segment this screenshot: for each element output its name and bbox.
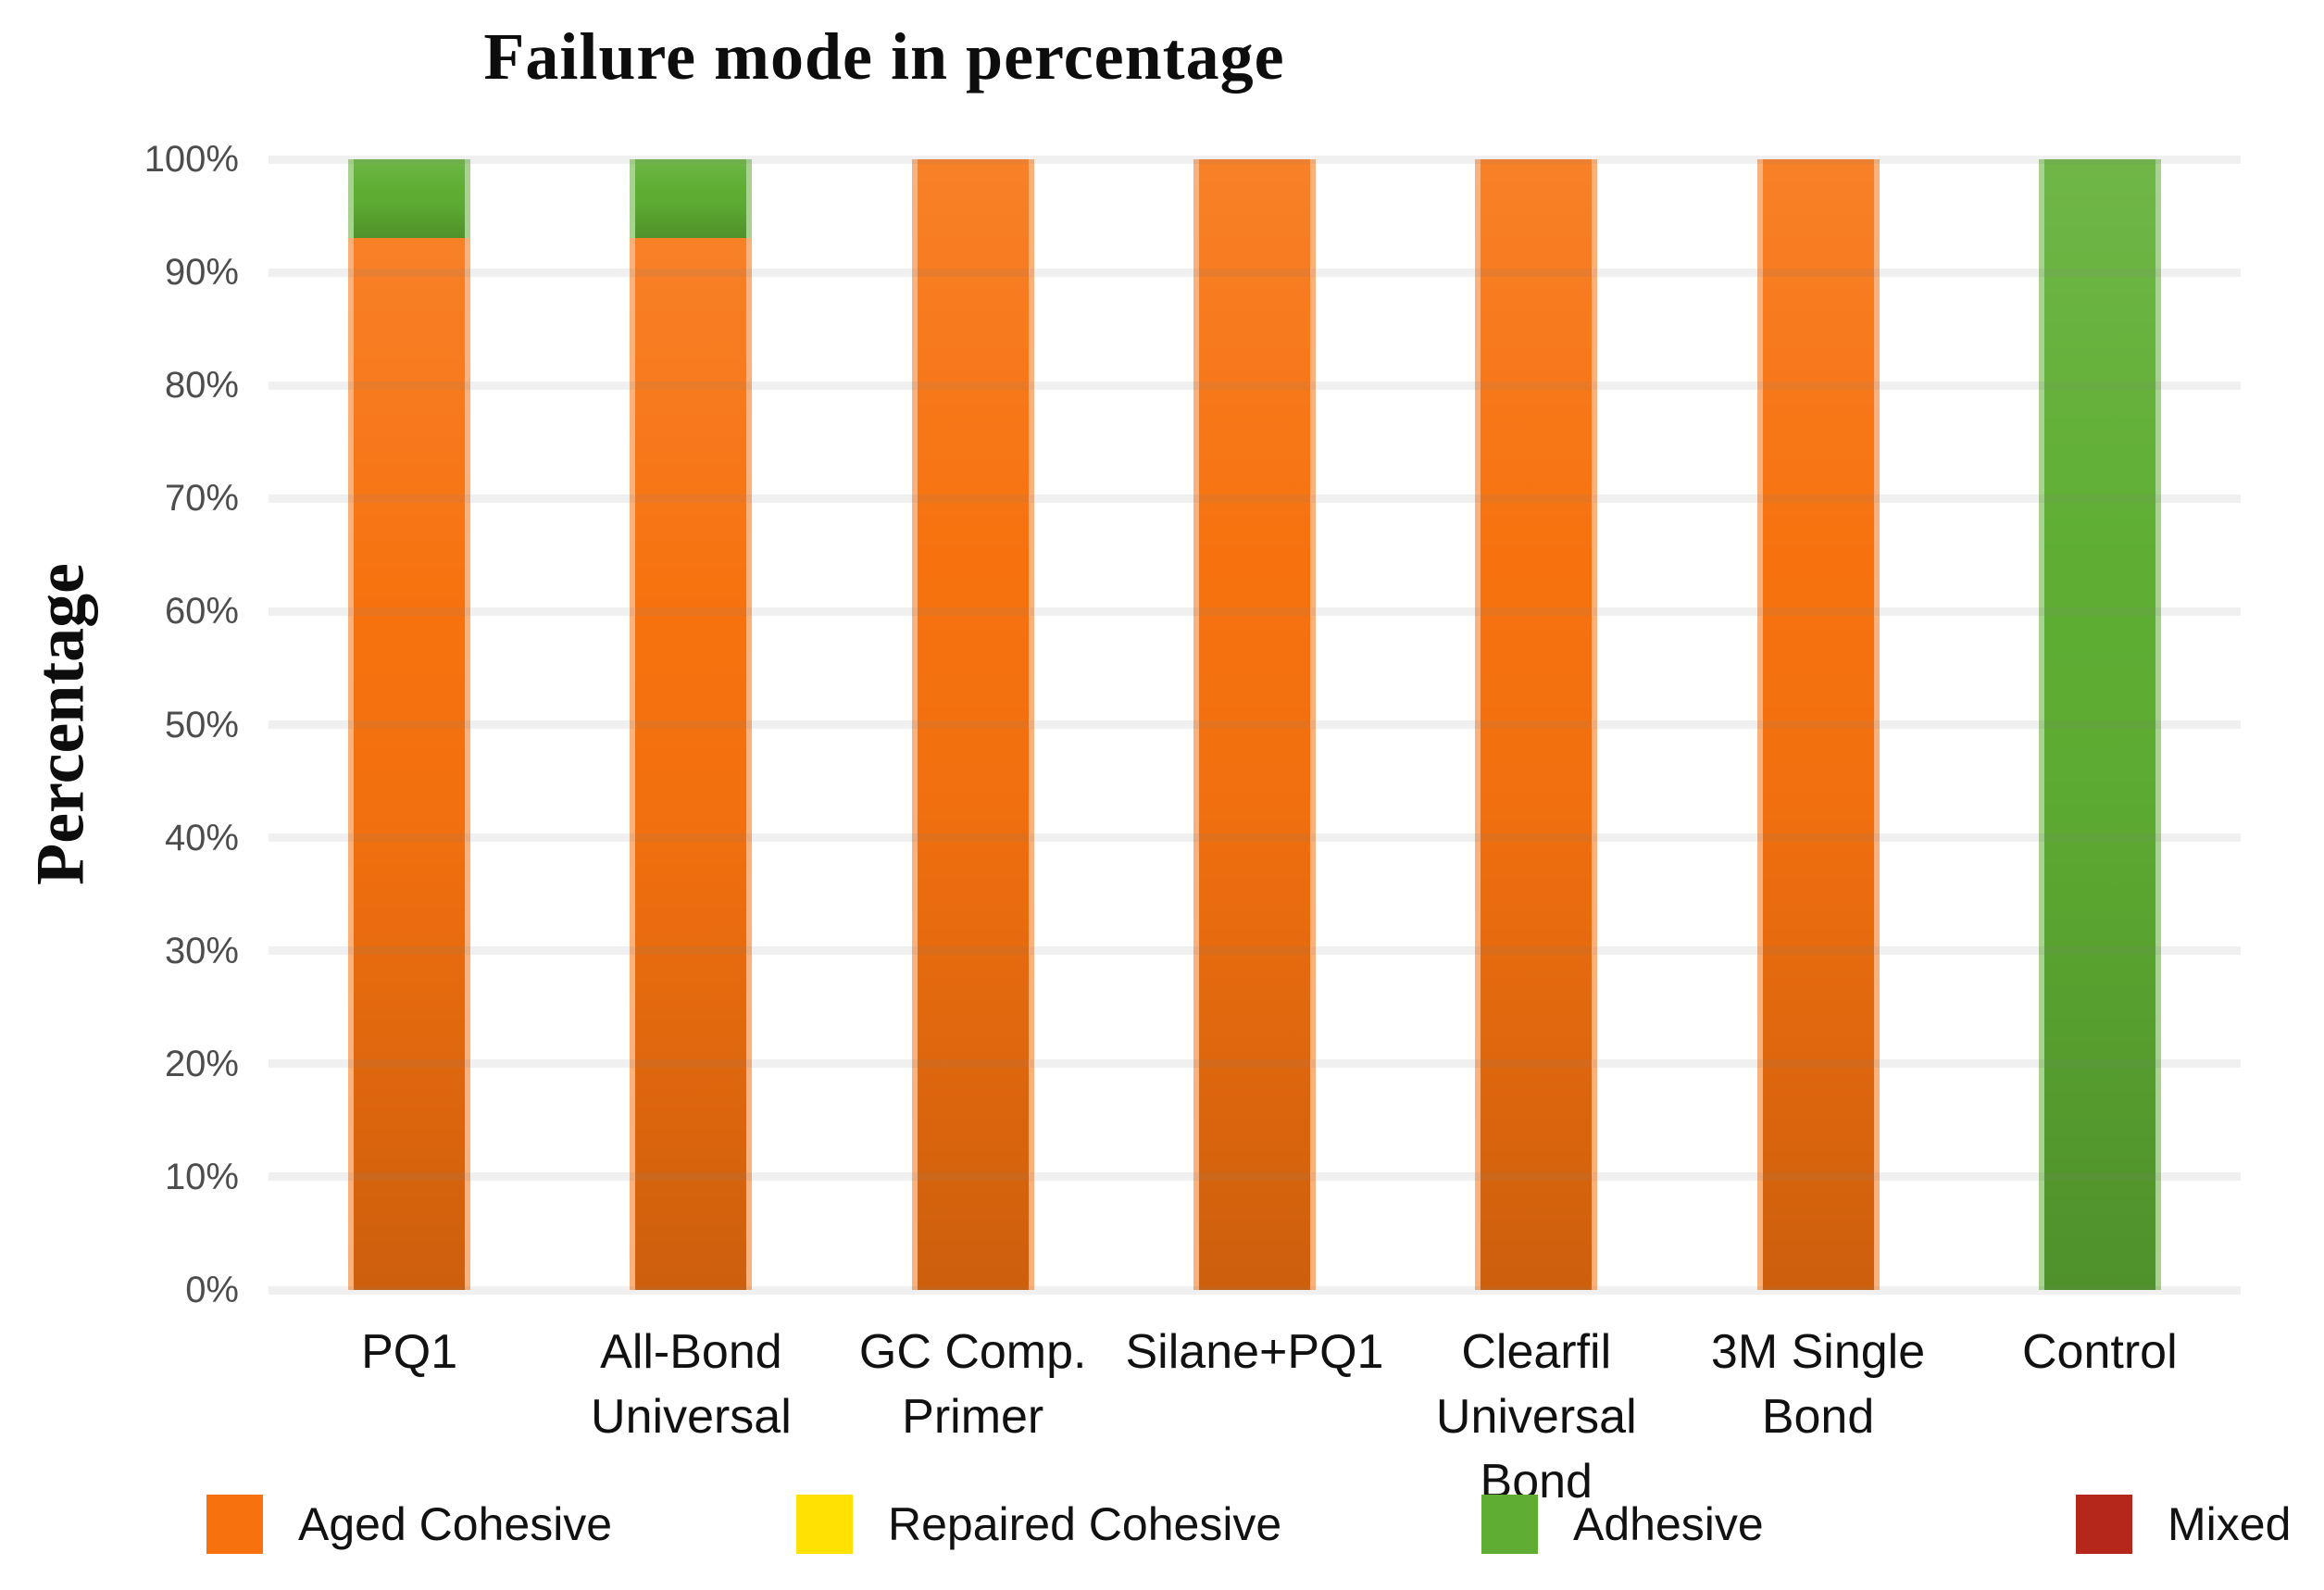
bar-segment-aged-cohesive <box>1193 159 1316 1290</box>
bar-3m-single-bond <box>1756 159 1880 1290</box>
y-tick-label: 60% <box>164 591 239 632</box>
bars <box>269 159 2241 1290</box>
bar-all-bond-universal <box>630 159 753 1290</box>
bar-clearfil-universal-bond <box>1475 159 1598 1290</box>
bar-slot-clearfil-universal-bond <box>1395 159 1677 1290</box>
legend: Aged Cohesive Repaired Cohesive Adhesive Mi… <box>0 1495 2324 1569</box>
bar-slot-silane-pq1 <box>1114 159 1395 1290</box>
legend-item-mixed: Mixed <box>2076 1495 2291 1554</box>
bar-gc-comp-primer <box>911 159 1034 1290</box>
y-axis: 100% 90% 80% 70% 60% 50% 40% 30% 20% 10% 0% <box>0 139 239 1310</box>
bar-slot-control <box>1959 159 2241 1290</box>
bar-slot-3m-single-bond <box>1677 159 1958 1290</box>
bar-silane-pq1 <box>1193 159 1316 1290</box>
bar-segment-aged-cohesive <box>1475 159 1598 1290</box>
bar-segment-adhesive <box>2038 159 2161 1290</box>
y-tick-label: 100% <box>144 139 239 180</box>
y-tick-label: 70% <box>164 478 239 520</box>
legend-label-adhesive: Adhesive <box>1573 1498 1764 1550</box>
y-tick-label: 10% <box>164 1156 239 1197</box>
bar-segment-aged-cohesive <box>1756 159 1880 1290</box>
legend-swatch-repaired-cohesive <box>796 1495 853 1554</box>
y-tick-label: 20% <box>164 1043 239 1084</box>
legend-swatch-aged-cohesive <box>206 1495 263 1554</box>
bar-segment-aged-cohesive <box>911 159 1034 1290</box>
bar-slot-gc-comp-primer <box>832 159 1114 1290</box>
bar-segment-aged-cohesive <box>348 238 471 1290</box>
bar-pq1 <box>348 159 471 1290</box>
x-tick-label-all-bond-universal: All-Bond Universal <box>591 1325 792 1444</box>
legend-item-repaired-cohesive: Repaired Cohesive <box>796 1495 1281 1554</box>
y-tick-label: 50% <box>164 704 239 745</box>
y-tick-label: 80% <box>164 365 239 407</box>
y-tick-label: 90% <box>164 252 239 294</box>
y-tick-label: 30% <box>164 930 239 971</box>
y-tick-label: 0% <box>185 1270 239 1310</box>
bar-segment-adhesive <box>348 159 471 239</box>
legend-item-aged-cohesive: Aged Cohesive <box>206 1495 612 1554</box>
legend-swatch-mixed <box>2076 1495 2132 1554</box>
bar-control <box>2038 159 2161 1290</box>
x-tick-label-3m-single-bond: 3M Single Bond <box>1710 1325 1926 1444</box>
legend-label-aged-cohesive: Aged Cohesive <box>298 1498 613 1550</box>
legend-swatch-adhesive <box>1481 1495 1538 1554</box>
legend-label-repaired-cohesive: Repaired Cohesive <box>888 1498 1282 1550</box>
bar-segment-aged-cohesive <box>630 238 753 1290</box>
legend-item-adhesive: Adhesive <box>1481 1495 1764 1554</box>
x-tick-label-control: Control <box>2022 1325 2178 1379</box>
x-tick-label-gc-comp-primer: GC Comp. Primer <box>858 1325 1087 1444</box>
plot-area <box>269 155 2241 1295</box>
chart-title: Failure mode in percentage <box>483 19 1285 94</box>
x-axis: PQ1 All-Bond Universal GC Comp. Primer Sila… <box>269 1320 2241 1514</box>
x-tick-label-silane-pq1: Silane+PQ1 <box>1125 1325 1384 1379</box>
bar-segment-adhesive <box>630 159 753 239</box>
bar-slot-pq1 <box>269 159 550 1290</box>
legend-label-mixed: Mixed <box>2168 1498 2292 1550</box>
x-tick-label-pq1: PQ1 <box>361 1325 458 1379</box>
bar-slot-all-bond-universal <box>550 159 831 1290</box>
x-tick-label-clearfil-universal-bond: Clearfil Universal Bond <box>1435 1325 1637 1509</box>
y-tick-label: 40% <box>164 817 239 858</box>
